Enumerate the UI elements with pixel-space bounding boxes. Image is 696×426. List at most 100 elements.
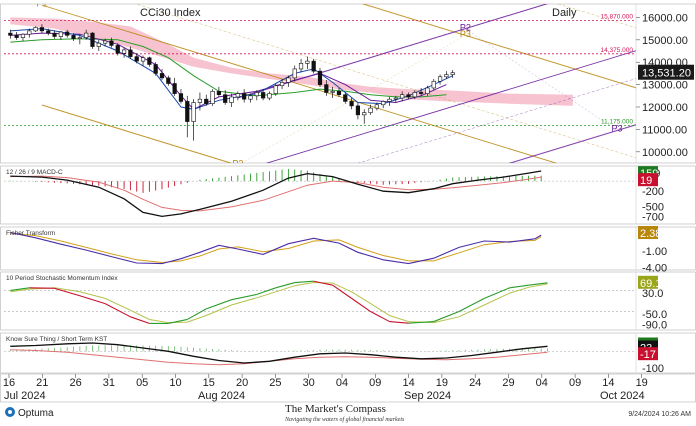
candle-body [46,30,51,34]
candle-body [261,92,266,99]
smi-line-segment [256,287,276,295]
candle-body [393,97,398,100]
candle-body [210,91,215,104]
panel-3-value-badge-label: 69.1 [640,278,661,290]
candle-body [134,56,139,62]
panel-2-y-tick-label: -1.00 [642,246,667,258]
candle-body [305,60,310,64]
date-tick-label: 16 [3,377,15,389]
candle-body [128,49,133,57]
date-tick-label: 09 [369,377,381,389]
month-label: Sep 2024 [404,390,451,402]
panel-2-value-badge-label: 2.38 [640,228,661,240]
last-price-badge [638,64,694,80]
candle-body [368,107,373,113]
level-label-2: 11,175.000 [601,118,633,125]
panel-title-2: Fisher Transform [6,230,55,237]
candle-body [317,70,323,85]
candle-body [33,27,38,32]
date-tick-label: 14 [602,377,614,389]
pitchfork-1-warning-line-b [357,78,636,163]
candle-body [166,77,171,84]
panel-4-value-badge [638,347,658,361]
timestamp: 9/24/2024 10:26 AM [628,411,691,418]
panel-1-value-badge [638,173,658,187]
candle-body [178,93,184,102]
candle-body [298,63,304,70]
panel-3-value-badge [638,275,658,289]
fisher-line [10,231,542,265]
date-tick-label: 14 [402,377,414,389]
date-tick-label: 19 [636,377,648,389]
publisher-name: The Market's Compass [285,403,386,415]
price-plot: 15,870.00014,375.00011,175.000P1P2P1P2P3… [4,0,636,163]
date-tick-label: 05 [136,377,148,389]
candle-body [77,37,82,40]
smi-line-segment [528,282,548,286]
panel-title-3: 10 Period Stochastic Momentum Index [6,275,118,282]
candle-body [115,45,120,54]
candle-body [52,32,57,37]
optuma-logo-icon-inner [8,410,12,414]
smi-line-segment [29,287,55,289]
date-tick-label: 20 [236,377,248,389]
candle-body [109,40,114,46]
pivot-label: P3 [460,29,471,39]
candle-body [147,57,152,65]
smi-signal-line [10,281,548,324]
candle-body [20,33,26,38]
panel-3-y-tick-label: -50.0 [642,309,667,321]
candle-body [419,92,424,94]
smi-line-segment [104,303,131,318]
fisher-trigger-line [10,232,542,264]
smi-line-segment [389,321,409,324]
candle-body [223,94,228,103]
panel-title-4: Know Sure Thing / Short Term KST [6,336,107,343]
candle-body [450,72,455,75]
smi-line-segment [54,287,80,297]
smi-line-segment [79,295,106,305]
panel-1-value-badge-label: 19 [640,175,652,187]
price-y-tick-label: 10000.00 [642,147,688,159]
candle-body [330,91,335,93]
candle-body [324,84,329,93]
candle-body [65,31,70,36]
candle-body [58,31,63,37]
last-price-label: 13,531.20 [642,68,691,80]
candle-body [437,76,443,82]
panel-title-1: 12 / 26 / 9 MACD-C [6,169,63,176]
candle-body [267,93,272,99]
candle-body [90,32,95,47]
pitchfork-1-upper-tine [508,124,636,163]
candle-body [273,85,278,94]
panel-4-value-badge-label: -17 [640,349,656,361]
candle-body [242,93,247,100]
panel-3-y-tick-label: 30.0 [642,288,663,300]
panel-plot-3 [4,280,636,324]
smi-line-segment [509,284,529,289]
month-label: Aug 2024 [198,390,245,402]
pivot-label: P3 [612,124,623,134]
candle-body [39,27,45,32]
pivot-label: P1 [36,0,47,8]
smi-line-segment [458,297,485,313]
date-tick-label: 29 [502,377,514,389]
brand-name: Optuma [18,408,54,419]
candle-body [279,82,285,87]
smi-line-segment [351,297,371,312]
macd-signal-line [10,175,542,212]
candle-body [197,98,203,103]
panel-plot-4 [4,342,636,366]
optuma-logo: Optuma [5,407,54,419]
candle-body [159,73,165,79]
candle-body [343,94,348,102]
candle-body [431,80,436,89]
candle-body [185,101,190,122]
candle-body [362,112,367,116]
smi-line-segment [168,318,188,324]
date-tick-label: 31 [103,377,115,389]
candle-body [286,77,291,83]
smi-line-segment [370,311,390,323]
ichimoku-cloud [10,17,573,106]
candle-body [153,64,158,74]
